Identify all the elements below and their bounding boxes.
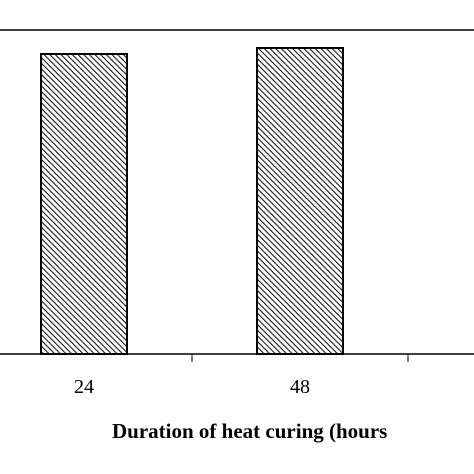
x-tick-label-24: 24 (74, 376, 94, 398)
x-axis-title: Duration of heat curing (hours (112, 419, 387, 443)
x-tick-label-48: 48 (290, 376, 310, 398)
bar-48 (256, 47, 344, 355)
x-axis-ticks (191, 354, 409, 362)
bars-group (40, 47, 344, 355)
x-tick-labels: 24 48 (74, 376, 310, 398)
bar-24 (40, 53, 128, 355)
